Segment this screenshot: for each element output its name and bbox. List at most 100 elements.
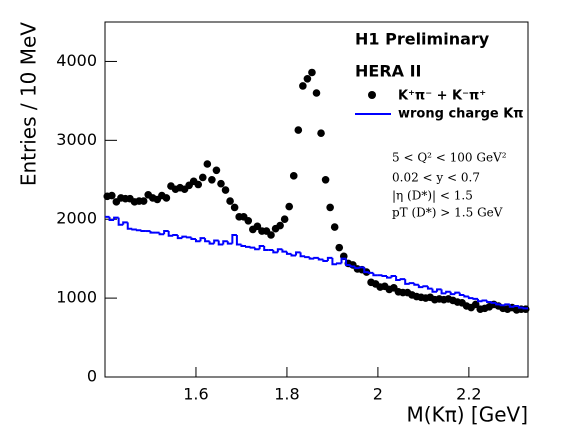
- histogram-bin: [504, 303, 510, 306]
- y-tick-label: 0: [87, 367, 97, 386]
- histogram-bin: [517, 306, 524, 309]
- histogram-bin: [386, 276, 392, 279]
- histogram-bin: [304, 256, 310, 259]
- data-point: [267, 231, 275, 239]
- histogram-bin: [449, 291, 456, 296]
- histogram-bin: [272, 249, 278, 254]
- histogram-bin: [476, 298, 483, 303]
- frame: [104, 21, 529, 378]
- histogram-bin: [472, 297, 478, 300]
- data-point: [212, 166, 221, 175]
- data-point: [326, 203, 334, 212]
- data-point: [139, 197, 148, 205]
- data-point: [253, 222, 262, 231]
- histogram-bin: [372, 272, 378, 277]
- data-point: [244, 217, 253, 225]
- chart-subtitle: HERA II: [355, 62, 422, 81]
- x-tick-label: 2: [373, 385, 383, 404]
- histogram-bin: [295, 251, 301, 256]
- x-tick-label: 1.8: [274, 385, 299, 404]
- histogram-bin: [426, 286, 433, 290]
- data-point: [226, 197, 234, 205]
- data-point: [308, 68, 316, 77]
- data-point: [317, 129, 325, 138]
- legend-label: wrong charge Kπ: [398, 107, 524, 122]
- histogram-bin: [122, 221, 128, 225]
- histogram-bin: [131, 228, 137, 231]
- histogram-bin: [358, 266, 365, 269]
- histogram-bin: [399, 278, 406, 281]
- histogram-bin: [240, 244, 246, 248]
- histogram-bin: [413, 283, 419, 286]
- histogram-bin: [345, 258, 351, 266]
- histogram-bin: [508, 304, 515, 308]
- histogram-bin: [290, 253, 297, 257]
- histogram-bin: [317, 257, 324, 261]
- histogram-bin: [322, 259, 328, 263]
- histogram-bin: [158, 232, 165, 236]
- histogram-bin: [263, 246, 269, 251]
- histogram-bin: [226, 241, 233, 245]
- histogram-bin: [467, 296, 474, 300]
- histogram-bin: [190, 237, 196, 240]
- annotation: 5 < Q² < 100 GeV²: [392, 151, 507, 165]
- y-tick-label: 1000: [56, 288, 97, 307]
- data-point: [208, 175, 216, 184]
- histogram-bin: [167, 231, 174, 237]
- data-point: [312, 89, 321, 97]
- histogram-bin: [299, 252, 306, 258]
- histogram-bin: [367, 271, 374, 274]
- legend-label: K⁺π⁻ + K⁻π⁺: [398, 89, 486, 104]
- histogram-bin: [254, 247, 260, 251]
- histogram-bin: [522, 307, 528, 310]
- histogram-bin: [181, 235, 187, 239]
- histogram-bin: [458, 292, 465, 296]
- data-point: [294, 126, 303, 134]
- histogram-bin: [354, 266, 360, 270]
- histogram-bin: [454, 291, 460, 295]
- histogram-bin: [349, 264, 356, 268]
- histogram-bin: [395, 276, 401, 281]
- data-point: [330, 223, 339, 231]
- histogram-bin: [135, 229, 142, 232]
- histogram-bin: [235, 235, 242, 246]
- histogram-bin: [381, 275, 387, 278]
- data-point: [108, 191, 116, 200]
- histogram-bin: [431, 288, 438, 293]
- data-point: [471, 300, 480, 309]
- histogram-bin: [417, 284, 424, 289]
- histogram-bin: [149, 231, 156, 234]
- data-point: [276, 221, 284, 230]
- histogram-bin: [140, 230, 146, 233]
- y-tick-label: 4000: [56, 51, 97, 70]
- histogram-bin: [404, 279, 410, 285]
- histogram-bin: [445, 290, 451, 294]
- y-tick-label: 2000: [56, 209, 97, 228]
- data-point: [289, 172, 298, 180]
- histogram-bin: [486, 300, 492, 304]
- histogram-bin: [249, 246, 256, 249]
- histogram-bin: [285, 251, 292, 255]
- histogram-bin: [213, 239, 219, 244]
- histogram-bin: [258, 245, 265, 250]
- histogram-bin: [194, 238, 201, 243]
- histogram-bin: [276, 248, 283, 253]
- histogram-bin: [335, 262, 342, 265]
- histogram-bin: [308, 257, 315, 260]
- histogram-bin: [408, 282, 415, 285]
- data-point: [203, 160, 212, 168]
- histogram-bin: [363, 267, 369, 274]
- histogram-bin: [163, 230, 169, 235]
- histogram-bin: [126, 222, 133, 230]
- data-point: [198, 173, 207, 182]
- histogram-bin: [340, 257, 347, 264]
- histogram-bin: [172, 234, 178, 236]
- data-point: [194, 180, 203, 189]
- annotation: |η (D*)| < 1.5: [392, 189, 473, 203]
- histogram-bin: [117, 217, 124, 226]
- annotation: 0.02 < y < 0.7: [392, 171, 480, 185]
- histogram-bin: [185, 236, 192, 239]
- histogram-bin: [108, 216, 115, 222]
- histogram-bin: [231, 234, 237, 244]
